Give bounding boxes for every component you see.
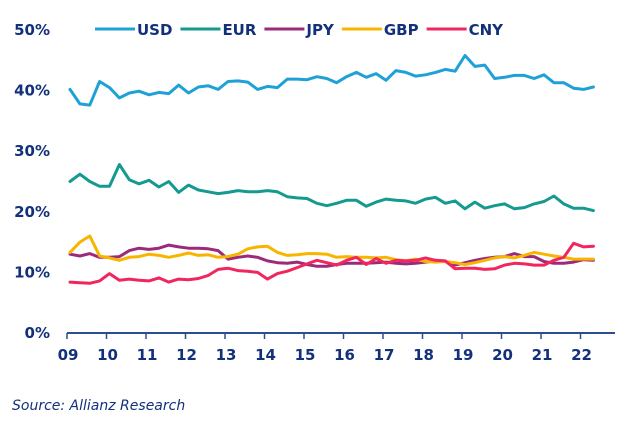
- y-axis-ticks: 0% 10% 20% 30% 40% 50%: [14, 21, 50, 342]
- legend-label: CNY: [469, 21, 505, 39]
- y-tick-label: 0%: [25, 324, 50, 342]
- x-tick-label: 11: [137, 346, 158, 364]
- x-tick-label: 15: [295, 346, 316, 364]
- x-tick-label: 18: [413, 346, 434, 364]
- x-axis: 09 10 11 12 13 14 15 16 17 18 19 20 21 22: [58, 332, 615, 364]
- legend: USD EUR JPY GBP CNY: [95, 21, 504, 39]
- x-tick-label: 09: [58, 346, 79, 364]
- series-lines: [68, 54, 595, 285]
- y-tick-label: 10%: [14, 263, 50, 281]
- legend-label: USD: [137, 21, 172, 39]
- x-tick-label: 13: [216, 346, 237, 364]
- x-tick-label: 10: [97, 346, 118, 364]
- x-tick-label: 20: [492, 346, 513, 364]
- y-tick-label: 40%: [14, 82, 50, 100]
- x-tick-label: 16: [334, 346, 355, 364]
- series-line-gbp: [68, 234, 595, 266]
- series-line-usd: [68, 54, 595, 107]
- legend-label: EUR: [222, 21, 256, 39]
- legend-label: JPY: [305, 21, 335, 39]
- series-line-eur: [68, 163, 595, 213]
- x-tick-label: 14: [255, 346, 276, 364]
- x-tick-label: 12: [176, 346, 197, 364]
- series-line-cny: [68, 241, 595, 285]
- line-chart: 0% 10% 20% 30% 40% 50% 09 10 11 12 13 14 15 16 17 18 19…: [14, 21, 615, 364]
- y-tick-label: 30%: [14, 142, 50, 160]
- legend-item-eur: EUR: [180, 21, 257, 39]
- y-tick-label: 50%: [14, 21, 50, 39]
- x-tick-label: 19: [453, 346, 474, 364]
- x-tick-label: 17: [374, 346, 395, 364]
- legend-item-usd: USD: [95, 21, 172, 39]
- legend-label: GBP: [384, 21, 419, 39]
- source-note: Source: Allianz Research: [12, 398, 186, 414]
- legend-item-jpy: JPY: [264, 21, 335, 39]
- y-tick-label: 20%: [14, 203, 50, 221]
- legend-item-cny: CNY: [426, 21, 505, 39]
- x-tick-label: 22: [571, 346, 592, 364]
- x-tick-label: 21: [532, 346, 553, 364]
- legend-item-gbp: GBP: [341, 21, 419, 39]
